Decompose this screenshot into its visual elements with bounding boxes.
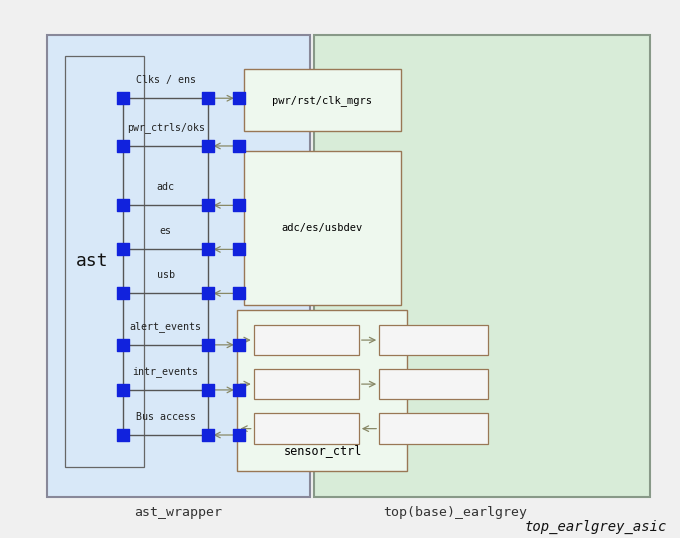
Text: adc: adc [156,182,175,192]
Text: adc/es/usbdev: adc/es/usbdev [282,223,363,233]
Point [118,141,129,150]
Point [233,94,244,103]
Point [233,341,244,349]
Point [203,94,214,103]
Text: xbar*: xbar* [418,423,449,434]
Point [203,201,214,210]
Text: alert_handler: alert_handler [393,335,475,345]
Text: intr_events: intr_events [133,366,199,377]
Point [118,386,129,394]
Text: Bus access: Bus access [135,412,196,422]
Text: ast_wrapper: ast_wrapper [134,506,222,520]
Point [233,386,244,394]
Point [203,431,214,440]
Point [203,245,214,254]
Point [118,431,129,440]
FancyBboxPatch shape [314,34,650,497]
Text: pwr_ctrls/oks: pwr_ctrls/oks [126,122,205,133]
FancyBboxPatch shape [244,151,401,305]
Point [233,431,244,440]
FancyBboxPatch shape [244,69,401,131]
Point [203,386,214,394]
Text: alert_events: alert_events [130,321,202,331]
FancyBboxPatch shape [47,34,309,497]
FancyBboxPatch shape [379,369,488,400]
FancyBboxPatch shape [379,413,488,444]
Text: top_earlgrey_asic: top_earlgrey_asic [525,520,667,534]
Text: pwr/rst/clk_mgrs: pwr/rst/clk_mgrs [273,95,373,105]
Point [203,341,214,349]
Text: usb: usb [156,270,175,280]
Point [233,289,244,298]
Text: ast: ast [76,252,109,270]
FancyBboxPatch shape [254,413,359,444]
FancyBboxPatch shape [254,369,359,400]
Point [118,201,129,210]
Point [118,341,129,349]
Point [118,289,129,298]
Text: prim_alert: prim_alert [275,335,337,345]
Point [233,141,244,150]
FancyBboxPatch shape [237,310,407,471]
Point [203,141,214,150]
Point [203,289,214,298]
Text: reg: reg [297,423,316,434]
Text: prim_intr: prim_intr [278,379,335,390]
Text: Clks / ens: Clks / ens [135,75,196,85]
Text: es: es [160,226,171,236]
Point [233,245,244,254]
Point [233,201,244,210]
Text: sensor_ctrl: sensor_ctrl [284,444,362,457]
Text: rv_plic: rv_plic [412,379,456,390]
FancyBboxPatch shape [254,325,359,356]
FancyBboxPatch shape [379,325,488,356]
FancyBboxPatch shape [65,56,144,467]
Point [118,94,129,103]
Text: top(base)_earlgrey: top(base)_earlgrey [384,506,527,520]
Point [118,245,129,254]
